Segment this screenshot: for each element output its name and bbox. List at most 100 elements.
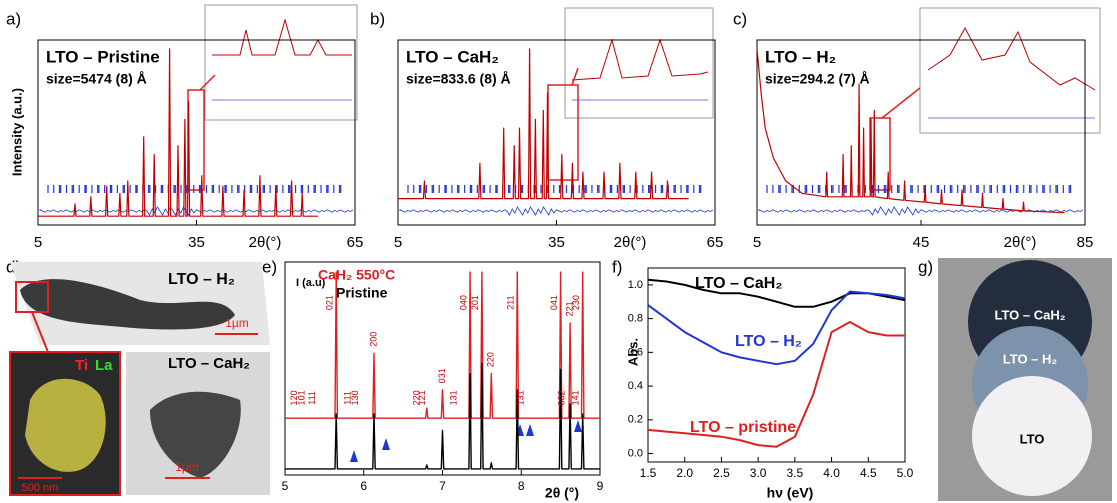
- zoom-box: [869, 117, 891, 191]
- series-line: [756, 48, 1065, 214]
- chart-title: LTO – H₂: [765, 47, 836, 66]
- hkl-label: 040: [458, 295, 468, 310]
- legend-label: CaH₂ 550°C: [318, 267, 395, 283]
- hkl-label: 131: [449, 390, 459, 405]
- series-line: [38, 48, 318, 217]
- x-tick-label: 35: [548, 234, 565, 251]
- chart-subtitle: size=294.2 (7) Å: [765, 71, 870, 87]
- x-tick-label: 85: [1077, 234, 1094, 251]
- pellet-label: LTO – H₂: [1003, 351, 1058, 366]
- particle: [20, 279, 235, 330]
- x-tick-label: 5.0: [897, 466, 914, 480]
- hkl-label: 130: [350, 390, 360, 405]
- x-tick-label: 6: [360, 479, 367, 493]
- panel-label: b): [370, 9, 385, 28]
- x-tick-label: 35: [188, 234, 205, 251]
- scale-label: 500 nm: [22, 482, 59, 494]
- pellet-label: LTO – CaH₂: [994, 307, 1065, 322]
- hkl-label: 021: [325, 295, 335, 310]
- particle: [150, 391, 241, 478]
- y-tick-label: 0.2: [628, 414, 643, 426]
- panel-label: c): [733, 9, 747, 28]
- hkl-label: 230: [571, 295, 581, 310]
- legend-label: LTO – CaH₂: [695, 275, 782, 292]
- x-tick-label: 8: [518, 479, 525, 493]
- x-tick-label: 5: [282, 479, 289, 493]
- series-line: [285, 362, 600, 470]
- inset: [919, 7, 1101, 134]
- y-axis-label: Intensity (a.u.): [9, 88, 24, 176]
- series-line: [285, 271, 600, 419]
- hkl-label: 121: [417, 390, 427, 405]
- x-tick-label: 2.0: [676, 466, 693, 480]
- plot-frame: [647, 267, 906, 463]
- x-tick-label: 5: [34, 234, 42, 251]
- inset-curve: [212, 18, 352, 56]
- chart-title: LTO – CaH₂: [406, 47, 499, 66]
- inset-curve: [927, 26, 1096, 91]
- x-tick-label: 3.0: [750, 466, 767, 480]
- x-axis-label: 2θ(°): [1004, 234, 1037, 251]
- x-axis-label: hν (eV): [767, 485, 814, 501]
- y-tick-label: 0.6: [628, 346, 643, 358]
- pellet: [972, 376, 1092, 496]
- particle: [25, 378, 106, 472]
- zoom-arrow: [571, 67, 579, 86]
- element-label: La: [95, 357, 113, 374]
- x-tick-label: 5: [753, 234, 761, 251]
- hkl-label: 211: [506, 295, 516, 309]
- scale-label: 1µm: [225, 316, 249, 330]
- hkl-label: 141: [571, 390, 581, 405]
- x-axis-label: 2θ(°): [249, 234, 282, 251]
- y-tick-label: 0.0: [628, 447, 643, 459]
- y-axis-label: Abs.: [625, 338, 640, 366]
- panel-d: LTO – H₂ 1µm Ti La 500 nm LTO – CaH₂ 1µm: [9, 262, 270, 496]
- arrow: [382, 438, 390, 450]
- hkl-label: 031: [437, 368, 447, 383]
- zoom-box: [187, 89, 205, 191]
- panel-g: LTO – CaH₂ LTO – H₂ LTO: [938, 258, 1112, 501]
- legend-label: LTO – pristine: [690, 419, 796, 436]
- hkl-label: 111: [342, 391, 352, 405]
- difference-curve: [39, 206, 354, 216]
- legend-label: LTO – H₂: [735, 333, 802, 350]
- x-tick-label: 5: [394, 234, 402, 251]
- difference-curve: [399, 206, 714, 216]
- panel-label: f): [612, 257, 622, 276]
- hkl-label: 002: [557, 390, 567, 405]
- x-axis-label: 2θ(°): [614, 234, 647, 251]
- series-line: [647, 290, 906, 366]
- inset-curve: [571, 38, 709, 81]
- panel-label: e): [262, 257, 277, 276]
- hkl-label: 101: [297, 390, 307, 405]
- legend-label: Pristine: [336, 285, 388, 301]
- x-tick-label: 4.0: [823, 466, 840, 480]
- hkl-label: 131: [516, 390, 526, 405]
- x-tick-label: 65: [347, 234, 364, 251]
- x-axis-label: 2θ (°): [545, 485, 579, 501]
- zoom-box: [15, 281, 49, 313]
- x-tick-label: 1.5: [640, 466, 657, 480]
- inset: [564, 7, 714, 119]
- e-arrows: [350, 420, 582, 462]
- chart-subtitle: size=5474 (8) Å: [46, 71, 147, 87]
- element-label: Ti: [75, 357, 88, 374]
- arrow: [574, 420, 582, 432]
- x-tick-label: 2.5: [713, 466, 730, 480]
- zoom-arrow: [881, 87, 921, 119]
- inset: [204, 4, 358, 121]
- arrow: [526, 424, 534, 436]
- series-line: [647, 321, 905, 448]
- x-tick-label: 4.5: [860, 466, 877, 480]
- chart-subtitle: size=833.6 (8) Å: [406, 71, 511, 87]
- inset-decorations: [187, 4, 1101, 191]
- panel-label: a): [6, 9, 21, 28]
- x-tick-label: 65: [707, 234, 724, 251]
- scale-label: 1µm: [175, 460, 199, 474]
- chart-title: LTO – Pristine: [46, 47, 160, 66]
- panel-label: g): [918, 257, 933, 276]
- zoom-arrow: [31, 311, 49, 353]
- y-tick-label: 0.4: [628, 380, 643, 392]
